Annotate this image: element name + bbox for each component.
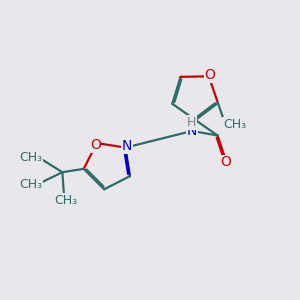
Text: N: N bbox=[122, 139, 132, 153]
Text: CH₃: CH₃ bbox=[223, 118, 246, 131]
Text: O: O bbox=[204, 68, 215, 83]
Text: O: O bbox=[90, 139, 101, 152]
Text: CH₃: CH₃ bbox=[20, 178, 43, 191]
Text: CH₃: CH₃ bbox=[54, 194, 77, 207]
Text: O: O bbox=[220, 155, 231, 170]
Text: CH₃: CH₃ bbox=[20, 151, 43, 164]
Text: H: H bbox=[187, 116, 196, 129]
Text: N: N bbox=[187, 124, 197, 138]
